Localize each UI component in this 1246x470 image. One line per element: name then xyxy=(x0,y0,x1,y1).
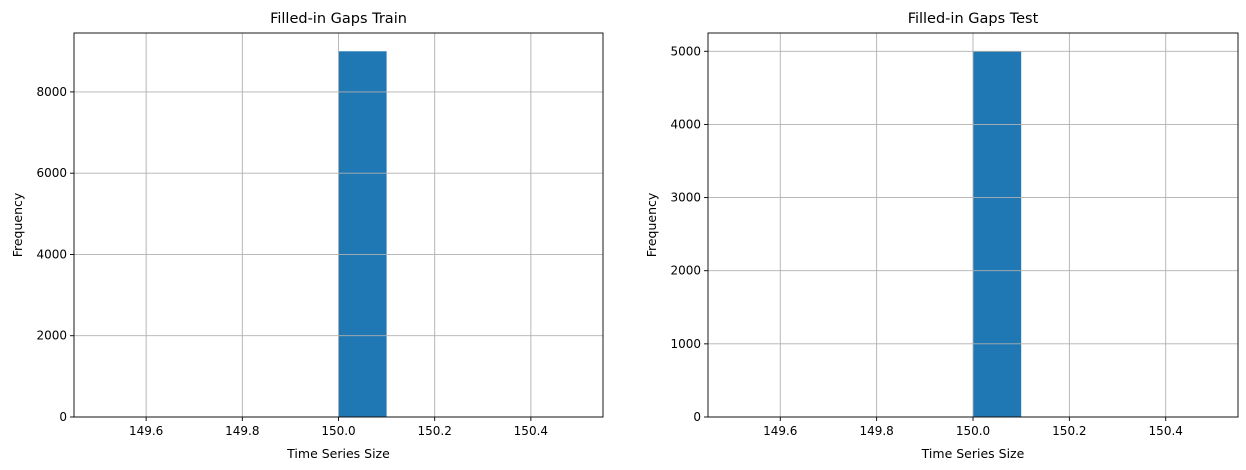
y-axis-label: Frequency xyxy=(644,192,659,257)
x-tick-label: 150.2 xyxy=(1052,424,1086,438)
y-axis-label: Frequency xyxy=(10,192,25,257)
y-tick-label: 5000 xyxy=(670,44,701,58)
chart-title: Filled-in Gaps Train xyxy=(270,11,407,27)
y-tick-label: 2000 xyxy=(36,329,67,343)
chart-panel-2: 149.6 149.8 150.0 150.2 150.4 0 1000 2000 3000 40… xyxy=(644,11,1239,461)
x-axis-label: Time Series Size xyxy=(921,446,1025,461)
x-axis-label: Time Series Size xyxy=(286,446,390,461)
histogram-bar xyxy=(338,51,387,418)
y-tick-label: 8000 xyxy=(36,85,67,99)
chart-title: Filled-in Gaps Test xyxy=(908,11,1039,27)
x-tick-label: 150.2 xyxy=(418,424,452,438)
y-tick-label: 2000 xyxy=(670,264,701,278)
x-tick-label: 150.0 xyxy=(956,424,990,438)
y-tick-label: 4000 xyxy=(36,247,67,261)
y-tick-label: 4000 xyxy=(670,117,701,131)
x-tick-label: 150.4 xyxy=(1149,424,1183,438)
x-tick-label: 149.6 xyxy=(129,424,163,438)
x-tick-label: 149.8 xyxy=(859,424,893,438)
y-tick-label: 6000 xyxy=(36,166,67,180)
y-tick-label: 3000 xyxy=(670,191,701,205)
histogram-bar xyxy=(973,51,1022,418)
x-tick-label: 150.4 xyxy=(514,424,548,438)
x-tick-label: 149.8 xyxy=(225,424,259,438)
y-tick-label: 0 xyxy=(693,410,701,424)
x-tick-label: 149.6 xyxy=(763,424,797,438)
y-tick-label: 0 xyxy=(59,410,67,424)
y-tick-label: 1000 xyxy=(670,337,701,351)
x-tick-label: 150.0 xyxy=(321,424,355,438)
chart-panel-1: 149.6 149.8 150.0 150.2 150.4 0 2000 4000 6000 80… xyxy=(10,11,604,461)
